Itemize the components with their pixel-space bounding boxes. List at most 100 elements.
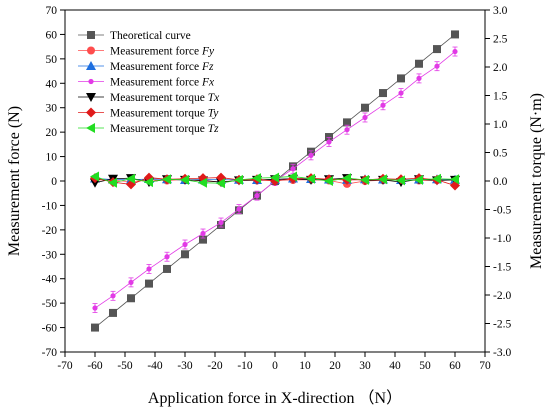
data-point xyxy=(362,114,368,121)
x-tick-label: 40 xyxy=(389,360,401,372)
data-point xyxy=(92,305,98,311)
legend-item: Measurement torque Tz xyxy=(78,123,219,135)
legend-item: Measurement torque Tx xyxy=(78,92,220,104)
legend-item: Measurement force Fz xyxy=(78,61,214,73)
legend-label: Measurement force Fx xyxy=(110,77,215,89)
x-tick-label: -70 xyxy=(57,360,73,372)
x-tick-label: -50 xyxy=(117,360,133,372)
data-point xyxy=(343,118,351,127)
data-point xyxy=(326,139,332,145)
legend-swatch-marker xyxy=(87,46,95,55)
y-left-tick-label: -40 xyxy=(42,274,58,286)
x-tick-label: 30 xyxy=(359,360,371,372)
y-left-tick-label: -10 xyxy=(42,200,58,212)
data-point xyxy=(90,178,100,188)
data-point xyxy=(452,48,458,55)
data-point xyxy=(234,174,243,185)
data-point xyxy=(199,235,207,244)
data-point xyxy=(163,264,171,273)
data-point xyxy=(181,250,189,259)
x-tick-label: 0 xyxy=(272,360,278,372)
legend-label-symbol: Fy xyxy=(201,46,215,58)
legend-swatch-marker xyxy=(86,107,96,118)
data-point xyxy=(216,178,225,189)
data-point xyxy=(109,308,117,317)
data-point xyxy=(200,230,206,237)
y-left-tick-label: -20 xyxy=(42,225,58,237)
data-point xyxy=(434,63,440,69)
x-tick-label: -20 xyxy=(207,360,223,372)
y-left-tick-label: 30 xyxy=(46,103,58,115)
data-point xyxy=(128,279,134,285)
legend-label-text: Measurement torque xyxy=(110,92,208,104)
data-point xyxy=(450,174,459,185)
data-point xyxy=(433,45,441,54)
y-right-tick-label: 1.0 xyxy=(493,119,508,131)
y-right-tick-label: -2.0 xyxy=(493,290,511,302)
y-left-tick-label: 10 xyxy=(46,152,58,164)
y-left-tick-label: 70 xyxy=(46,5,58,17)
y-right-tick-label: -1.5 xyxy=(493,262,511,274)
data-point xyxy=(144,177,153,188)
legend-item: Measurement force Fx xyxy=(78,77,215,89)
data-point xyxy=(145,279,153,288)
data-point xyxy=(306,173,315,184)
data-point xyxy=(91,323,99,332)
y-left-tick-label: 0 xyxy=(51,176,57,188)
data-point xyxy=(236,206,242,212)
data-point xyxy=(146,266,152,272)
x-tick-label: -40 xyxy=(147,360,163,372)
y-right-tick-label: 2.5 xyxy=(493,34,508,46)
y-left-tick-label: 60 xyxy=(46,29,58,41)
legend-label-text: Measurement force xyxy=(110,61,202,73)
y-right-tick-label: -3.0 xyxy=(493,347,511,359)
legend-label-text: Measurement torque xyxy=(110,123,208,135)
legend-label: Measurement force Fy xyxy=(110,46,215,58)
y-right-tick-label: 3.0 xyxy=(493,5,508,17)
series-6 xyxy=(90,171,459,189)
y-right-tick-label: -2.5 xyxy=(493,319,511,331)
legend-label: Theoretical curve xyxy=(110,30,191,42)
data-point xyxy=(110,293,116,299)
x-tick-label: -30 xyxy=(177,360,193,372)
x-tick-label: -10 xyxy=(237,360,253,372)
data-point xyxy=(182,241,188,248)
data-point xyxy=(451,30,459,39)
data-point xyxy=(378,174,387,185)
legend-swatch-marker xyxy=(86,61,96,70)
legend-swatch-marker xyxy=(87,31,95,39)
data-point xyxy=(180,174,189,185)
y-right-tick-label: -0.5 xyxy=(493,205,511,217)
data-point xyxy=(90,171,99,182)
x-tick-label: 20 xyxy=(329,360,341,372)
data-point xyxy=(360,174,369,185)
y-left-tick-label: 20 xyxy=(46,127,58,139)
x-axis-label: Application force in X-direction （N） xyxy=(148,389,402,407)
data-point xyxy=(361,103,369,112)
data-point xyxy=(218,219,224,226)
y-axis-label-left: Measurement force (N) xyxy=(6,106,23,256)
legend-item: Theoretical curve xyxy=(78,30,191,42)
y-left-tick-label: -50 xyxy=(42,298,58,310)
legend-label: Measurement torque Ty xyxy=(110,108,219,120)
y-left-tick-label: -60 xyxy=(42,323,58,335)
data-point xyxy=(108,177,117,188)
x-tick-label: 10 xyxy=(299,360,311,372)
data-point xyxy=(342,173,351,184)
series-layer xyxy=(90,30,460,332)
data-point xyxy=(198,177,207,188)
data-point xyxy=(164,254,170,260)
x-tick-label: -60 xyxy=(87,360,103,372)
x-tick-label: 50 xyxy=(419,360,431,372)
data-point xyxy=(396,175,405,186)
data-point xyxy=(344,127,350,133)
y-right-tick-label: 1.5 xyxy=(493,91,508,103)
data-point xyxy=(254,193,260,199)
data-point xyxy=(127,294,135,303)
data-point xyxy=(416,75,422,81)
data-point xyxy=(288,171,297,182)
legend-label-symbol: Tz xyxy=(208,123,219,135)
y-left-tick-label: 40 xyxy=(46,78,58,90)
